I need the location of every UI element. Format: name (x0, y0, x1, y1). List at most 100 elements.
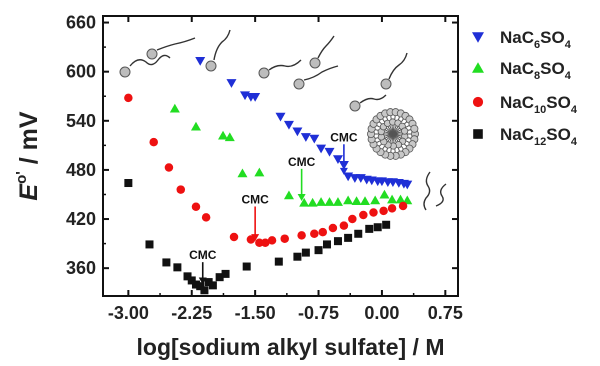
data-point (324, 147, 335, 157)
cmc-arrow-head (339, 167, 348, 175)
data-point (169, 103, 180, 113)
legend: NaC6SO4 NaC8SO4 NaC10SO4 NaC12SO4 (472, 28, 578, 148)
y-tick-label: 480 (66, 160, 96, 180)
data-point (145, 240, 154, 249)
data-point (370, 195, 381, 205)
y-tick-label: 540 (66, 111, 96, 131)
data-point (316, 144, 327, 154)
surfactant-tail (156, 37, 196, 51)
cmc-arrow-head (297, 194, 306, 202)
data-point (280, 234, 289, 243)
data-point (402, 195, 413, 205)
data-point (387, 204, 397, 213)
data-point (299, 197, 310, 207)
cmc-label: CMC (241, 192, 269, 206)
data-point (283, 190, 294, 200)
surfactant-head (349, 100, 361, 112)
y-tick-label: 360 (66, 258, 96, 278)
data-point (328, 223, 338, 233)
data-point (373, 223, 382, 232)
data-point (283, 120, 294, 130)
x-tick-label: -1.50 (235, 303, 276, 323)
legend-marker (472, 96, 484, 108)
data-point (229, 232, 239, 242)
cmc-label: CMC (330, 130, 358, 144)
data-point (316, 197, 327, 206)
data-point (255, 238, 264, 248)
data-point (387, 194, 398, 204)
surfactant-tail (129, 54, 171, 67)
surfactant-tail (423, 171, 431, 211)
data-point (293, 252, 302, 261)
data-point (333, 237, 342, 246)
data-point (187, 276, 196, 285)
data-point (191, 280, 200, 289)
legend-label: NaC6SO4 (500, 28, 572, 51)
data-point (250, 93, 261, 102)
data-point (176, 185, 186, 194)
data-point (196, 282, 205, 291)
legend-label: NaC10SO4 (500, 93, 578, 116)
data-point (149, 137, 158, 147)
data-point (274, 257, 283, 266)
data-point (343, 195, 354, 205)
x-tick-label: 0.75 (428, 303, 463, 323)
data-point (310, 229, 319, 239)
data-point (208, 281, 217, 290)
x-tick-label: 0.00 (364, 303, 399, 323)
y-tick-label: 600 (66, 62, 96, 82)
data-point (300, 133, 311, 142)
data-point (195, 57, 206, 66)
data-point (201, 213, 211, 222)
data-point (200, 286, 209, 295)
data-point (221, 269, 230, 278)
data-point (292, 127, 303, 137)
data-point (332, 197, 343, 206)
x-axis-label: log[sodium alkyl sulfate] / M (137, 334, 445, 360)
x-tick-label: -2.25 (171, 303, 212, 323)
data-point (254, 167, 265, 177)
micelle-head (410, 124, 419, 133)
data-point (332, 155, 343, 165)
cmc-arrow-head (198, 277, 207, 285)
cmc-annotations: CMC CMC CMC CMC (189, 130, 358, 285)
data-point (162, 258, 171, 267)
surfactant-tail (303, 65, 339, 81)
cmc-label: CMC (189, 248, 217, 262)
y-tick-label: 660 (66, 13, 96, 33)
surfactant-tail (213, 29, 231, 61)
surfactant-tail (435, 183, 447, 207)
data-point (398, 201, 408, 211)
data-point (183, 272, 192, 281)
data-point (191, 202, 201, 212)
data-point (215, 273, 224, 282)
data-point (318, 227, 328, 237)
data-point (339, 221, 349, 230)
cmc-label: CMC (288, 155, 316, 169)
data-point (402, 180, 413, 190)
legend-label: NaC12SO4 (500, 125, 578, 148)
data-point (360, 196, 371, 206)
data-point (224, 132, 235, 142)
surfactant-head (146, 48, 158, 60)
data-point (218, 130, 229, 140)
data-markers (124, 57, 413, 295)
data-point (242, 262, 251, 271)
data-point (307, 197, 318, 207)
data-point (237, 168, 248, 178)
micelle-illustration (366, 108, 419, 160)
surfactant-tail (388, 52, 408, 80)
surfactant-head (293, 78, 305, 90)
data-point (164, 163, 174, 172)
data-point (379, 189, 390, 199)
micelle-head (401, 127, 409, 135)
y-axis-label: Eo' / mV (13, 111, 43, 200)
data-point (322, 240, 331, 249)
data-point (297, 231, 306, 240)
legend-marker (473, 129, 483, 139)
y-tick-label: 420 (66, 209, 96, 229)
data-point (324, 197, 335, 206)
data-point (351, 196, 362, 206)
legend-label: NaC8SO4 (500, 59, 572, 82)
